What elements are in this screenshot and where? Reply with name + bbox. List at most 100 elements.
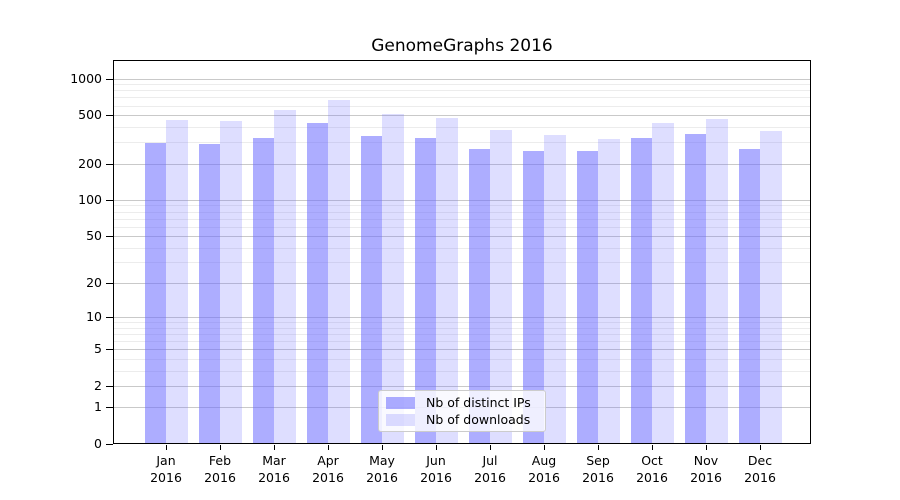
y-tick-label: 500 — [78, 107, 102, 123]
bar-nb-of-distinct-ips-feb — [198, 143, 220, 444]
x-tick-year: 2016 — [474, 469, 506, 485]
bar-nb-of-distinct-ips-oct — [630, 138, 652, 444]
gridline-major — [114, 349, 810, 351]
bar-nb-of-distinct-ips-jul — [468, 149, 490, 444]
y-tick-label: 200 — [78, 155, 102, 171]
y-tick-label: 1 — [94, 399, 102, 415]
x-tick-mark — [382, 445, 383, 450]
x-tick-year: 2016 — [744, 469, 776, 485]
gridline-minor — [114, 126, 810, 128]
gridline-minor — [114, 90, 810, 92]
bar-nb-of-downloads-jul — [490, 129, 512, 444]
x-tick-label: Aug 2016 — [528, 453, 560, 485]
bar-nb-of-distinct-ips-aug — [522, 150, 544, 444]
gridline-minor — [114, 205, 810, 207]
x-tick-label: Dec 2016 — [744, 453, 776, 485]
bar-nb-of-downloads-sep — [598, 139, 620, 444]
x-tick-year: 2016 — [636, 469, 668, 485]
gridline-major — [114, 78, 810, 80]
x-tick-mark — [544, 445, 545, 450]
y-tick-mark — [106, 199, 113, 201]
x-tick-label: Mar 2016 — [258, 453, 290, 485]
bar-nb-of-distinct-ips-jan — [144, 143, 166, 444]
gridline-minor — [114, 142, 810, 144]
bar-nb-of-downloads-may — [382, 113, 404, 444]
y-tick-label: 20 — [86, 274, 102, 290]
y-tick-mark — [106, 317, 113, 319]
bar-nb-of-distinct-ips-nov — [684, 134, 706, 444]
gridline-minor — [114, 84, 810, 86]
gridline-minor — [114, 358, 810, 360]
x-tick-label: Jul 2016 — [474, 453, 506, 485]
bar-nb-of-distinct-ips-mar — [252, 137, 274, 444]
gridline-minor — [114, 105, 810, 107]
x-tick-mark — [706, 445, 707, 450]
bar-nb-of-distinct-ips-sep — [576, 151, 598, 444]
x-tick-mark — [436, 445, 437, 450]
y-tick-mark — [106, 385, 113, 387]
x-tick-label: Apr 2016 — [312, 453, 344, 485]
gridline-minor — [114, 247, 810, 249]
y-tick-label: 10 — [86, 309, 102, 325]
bar-nb-of-downloads-nov — [706, 119, 728, 444]
gridline-minor — [114, 341, 810, 343]
x-tick-year: 2016 — [204, 469, 236, 485]
x-tick-year: 2016 — [366, 469, 398, 485]
y-tick-mark — [106, 349, 113, 351]
y-tick-label: 5 — [94, 341, 102, 357]
legend: Nb of distinct IPs Nb of downloads — [378, 390, 546, 432]
x-tick-year: 2016 — [420, 469, 452, 485]
bar-nb-of-distinct-ips-jun — [414, 138, 436, 444]
y-tick-label: 0 — [94, 436, 102, 451]
gridline-major — [114, 199, 810, 201]
bar-nb-of-distinct-ips-apr — [306, 122, 328, 444]
gridline-minor — [114, 334, 810, 335]
bar-nb-of-distinct-ips-dec — [738, 148, 760, 444]
legend-item-downloads: Nb of downloads — [386, 412, 537, 427]
chart-title: GenomeGraphs 2016 — [371, 36, 553, 56]
y-tick-mark — [106, 78, 113, 80]
legend-swatch-distinct-ips — [386, 396, 415, 409]
gridline-minor — [114, 226, 810, 228]
bar-nb-of-downloads-jun — [436, 118, 458, 444]
gridline-minor — [114, 262, 810, 264]
bar-nb-of-distinct-ips-may — [360, 136, 382, 444]
gridline-minor — [114, 370, 810, 372]
x-tick-mark — [652, 445, 653, 450]
gridline-minor — [114, 322, 810, 324]
gridline-minor — [114, 97, 810, 99]
y-tick-mark — [106, 407, 113, 409]
legend-label-downloads: Nb of downloads — [426, 412, 531, 427]
x-tick-mark — [328, 445, 329, 450]
bar-nb-of-downloads-oct — [652, 123, 674, 444]
x-tick-mark — [166, 445, 167, 450]
bar-nb-of-downloads-mar — [274, 110, 296, 444]
y-tick-mark — [106, 163, 113, 165]
bar-nb-of-downloads-aug — [544, 135, 566, 444]
y-tick-mark — [106, 282, 113, 284]
y-tick-label: 50 — [86, 228, 102, 243]
bar-nb-of-downloads-feb — [220, 120, 242, 444]
gridline-major — [114, 385, 810, 387]
legend-swatch-downloads — [386, 413, 415, 426]
legend-label-distinct-ips: Nb of distinct IPs — [426, 395, 531, 410]
x-tick-label: Oct 2016 — [636, 453, 668, 485]
legend-item-distinct-ips: Nb of distinct IPs — [386, 395, 537, 410]
gridline-minor — [114, 211, 810, 213]
y-tick-label: 100 — [78, 191, 102, 207]
y-tick-mark — [106, 115, 113, 117]
x-tick-year: 2016 — [150, 469, 182, 485]
x-tick-mark — [760, 445, 761, 450]
bar-nb-of-downloads-jan — [166, 120, 188, 444]
gridline-major — [114, 317, 810, 319]
x-tick-label: May 2016 — [366, 453, 398, 485]
x-tick-year: 2016 — [690, 469, 722, 485]
y-tick-mark — [106, 236, 113, 237]
x-tick-mark — [220, 445, 221, 450]
bar-nb-of-downloads-apr — [328, 99, 350, 444]
gridline-major — [114, 115, 810, 117]
x-tick-mark — [274, 445, 275, 450]
gridline-major — [114, 236, 810, 237]
x-tick-year: 2016 — [312, 469, 344, 485]
